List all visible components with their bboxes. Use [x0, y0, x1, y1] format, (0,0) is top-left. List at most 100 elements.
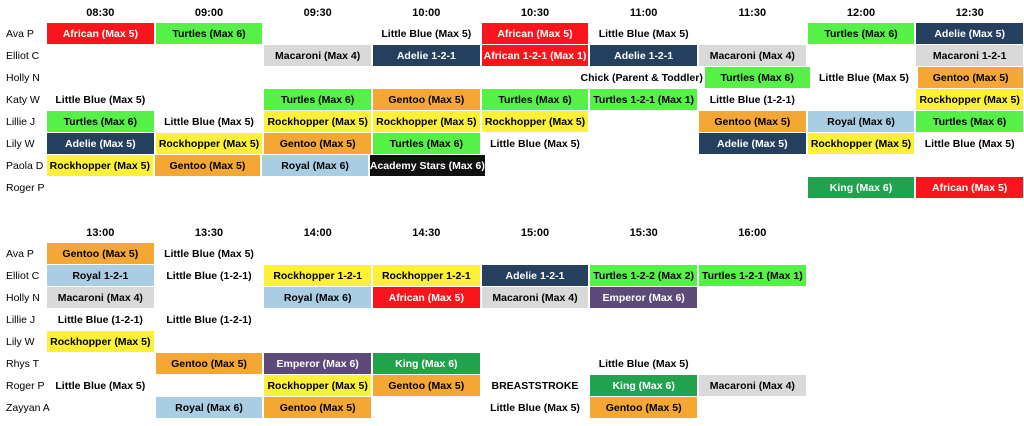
session-cell[interactable]: Royal (Max 6)	[155, 397, 263, 418]
session-cell[interactable]: Gentoo (Max 5)	[155, 353, 263, 374]
session-cell[interactable]: Rockhopper (Max 5)	[47, 331, 154, 352]
session-cell[interactable]: Royal 1-2-1	[47, 265, 154, 286]
schedule-row: Ava P Gentoo (Max 5) Little Blue (Max 5)	[0, 243, 1024, 265]
time-header-row: 08:30 09:00 09:30 10:00 10:30 11:00 11:30 12:00…	[0, 5, 1024, 21]
session-cell[interactable]: Turtles (Max 6)	[372, 133, 480, 154]
session-cell[interactable]: Turtles 1-2-2 (Max 2)	[590, 265, 697, 286]
session-cell[interactable]: Little Blue (1-2-1)	[57, 313, 143, 326]
session-cell[interactable]: Turtles (Max 6)	[264, 89, 371, 110]
session-cell[interactable]: Little Blue (Max 5)	[381, 27, 472, 40]
time-header: 11:30	[738, 7, 767, 19]
session-cell[interactable]: Turtles (Max 6)	[807, 23, 915, 44]
session-cell[interactable]: Little Blue (Max 5)	[924, 137, 1015, 150]
session-cell[interactable]: African (Max 5)	[916, 177, 1023, 198]
session-cell[interactable]: Little Blue (Max 5)	[55, 379, 146, 392]
time-header: 10:30	[520, 7, 550, 19]
session-cell[interactable]: Adelie (Max 5)	[916, 23, 1023, 44]
session-cell[interactable]: Macaroni (Max 4)	[264, 45, 371, 66]
schedule-row: Lily W Adelie (Max 5) Rockhopper (Max 5) Ge…	[0, 133, 1024, 155]
schedule-row: Zayyan A Royal (Max 6) Gentoo (Max 5) Littl…	[0, 397, 1024, 419]
session-cell[interactable]: African 1-2-1 (Max 1)	[481, 45, 589, 66]
session-cell[interactable]: Little Blue (Max 5)	[490, 137, 580, 150]
session-cell[interactable]: Gentoo (Max 5)	[918, 67, 1023, 88]
session-cell[interactable]: Adelie (Max 5)	[47, 133, 154, 154]
session-cell[interactable]: King (Max 6)	[372, 353, 480, 374]
session-cell[interactable]: Gentoo (Max 5)	[372, 375, 480, 396]
time-header: 15:00	[520, 227, 550, 239]
instructor-name: Roger P	[6, 182, 45, 194]
time-header: 09:30	[303, 7, 332, 19]
time-header-row: 13:00 13:30 14:00 14:30 15:00 15:30 16:00	[0, 225, 1024, 241]
session-cell[interactable]: Gentoo (Max 5)	[698, 111, 806, 132]
session-cell[interactable]: Little Blue (Max 5)	[819, 71, 909, 84]
session-cell[interactable]: Little Blue (Max 5)	[164, 247, 254, 260]
session-cell[interactable]: Rockhopper (Max 5)	[481, 111, 589, 132]
session-cell[interactable]: Turtles (Max 6)	[916, 111, 1023, 132]
session-cell[interactable]: Royal (Max 6)	[264, 287, 371, 308]
session-cell[interactable]: African (Max 5)	[481, 23, 589, 44]
session-cell[interactable]: Turtles (Max 6)	[704, 67, 810, 88]
session-cell[interactable]: Turtles (Max 6)	[155, 23, 263, 44]
session-cell[interactable]: Macaroni (Max 4)	[481, 287, 589, 308]
session-cell[interactable]: Adelie 1-2-1	[372, 45, 480, 66]
session-cell[interactable]: Adelie 1-2-1	[481, 265, 589, 286]
session-cell[interactable]: Little Blue (Max 5)	[55, 93, 146, 106]
schedule-row: Lillie J Turtles (Max 6) Little Blue (Max …	[0, 111, 1024, 133]
session-cell[interactable]: Rockhopper (Max 5)	[372, 111, 480, 132]
session-cell[interactable]: Turtles (Max 6)	[47, 111, 154, 132]
session-cell[interactable]: Rockhopper (Max 5)	[264, 111, 371, 132]
session-cell[interactable]: Rockhopper 1-2-1	[264, 265, 371, 286]
session-cell[interactable]: King (Max 6)	[807, 177, 915, 198]
time-header: 15:30	[629, 227, 658, 239]
session-cell[interactable]: Turtles 1-2-1 (Max 1)	[698, 265, 806, 286]
session-cell[interactable]: Gentoo (Max 5)	[590, 397, 697, 418]
session-cell[interactable]: Gentoo (Max 5)	[264, 397, 371, 418]
session-cell[interactable]: African (Max 5)	[47, 23, 154, 44]
session-cell[interactable]: Emperor (Max 6)	[590, 287, 697, 308]
session-cell[interactable]: Gentoo (Max 5)	[372, 89, 480, 110]
time-header: 08:30	[86, 7, 115, 19]
session-cell[interactable]: Academy Stars (Max 6)	[369, 155, 485, 176]
time-header: 13:30	[194, 227, 224, 239]
session-cell[interactable]: Macaroni 1-2-1	[916, 45, 1023, 66]
session-cell[interactable]: Rockhopper 1-2-1	[372, 265, 480, 286]
session-cell[interactable]: Gentoo (Max 5)	[47, 243, 154, 264]
schedule-row: Holly N Macaroni (Max 4) Royal (Max 6) Afri…	[0, 287, 1024, 309]
session-cell[interactable]: Rockhopper (Max 5)	[47, 155, 153, 176]
session-cell[interactable]: Little Blue (Max 5)	[164, 115, 254, 128]
time-header: 14:00	[303, 227, 332, 239]
session-cell[interactable]: King (Max 6)	[590, 375, 697, 396]
session-cell[interactable]: Little Blue (1-2-1)	[166, 269, 252, 282]
time-header: 11:00	[629, 7, 658, 19]
session-cell[interactable]: Little Blue (1-2-1)	[166, 313, 252, 326]
session-cell[interactable]: Little Blue (1-2-1)	[709, 93, 795, 106]
session-cell[interactable]: Turtles (Max 6)	[481, 89, 589, 110]
schedule-row: Elliot C Macaroni (Max 4) Adelie 1-2-1 Afri…	[0, 45, 1024, 67]
session-cell[interactable]: Royal (Max 6)	[262, 155, 368, 176]
instructor-name: Ava P	[6, 28, 34, 40]
session-cell[interactable]: BREASTSTROKE	[491, 379, 579, 392]
instructor-name: Holly N	[6, 292, 40, 304]
session-cell[interactable]: Macaroni (Max 4)	[47, 287, 154, 308]
session-cell[interactable]: Adelie (Max 5)	[698, 133, 806, 154]
session-cell[interactable]: Turtles 1-2-1 (Max 1)	[590, 89, 697, 110]
session-cell[interactable]: Rockhopper (Max 5)	[264, 375, 371, 396]
session-cell[interactable]: Little Blue (Max 5)	[598, 27, 689, 40]
session-cell[interactable]: Gentoo (Max 5)	[154, 155, 261, 176]
session-cell[interactable]: Rockhopper (Max 5)	[807, 133, 915, 154]
session-cell[interactable]: African (Max 5)	[372, 287, 480, 308]
session-cell[interactable]: Chick (Parent & Toddler)	[580, 71, 703, 84]
schedule-row: Lily W Rockhopper (Max 5)	[0, 331, 1024, 353]
instructor-name: Zayyan A	[6, 402, 50, 414]
session-cell[interactable]: Gentoo (Max 5)	[264, 133, 371, 154]
session-cell[interactable]: Rockhopper (Max 5)	[916, 89, 1023, 110]
session-cell[interactable]: Adelie 1-2-1	[590, 45, 697, 66]
afternoon-section: 13:00 13:30 14:00 14:30 15:00 15:30 16:00 Ava P…	[0, 225, 1024, 419]
session-cell[interactable]: Macaroni (Max 4)	[698, 375, 806, 396]
session-cell[interactable]: Little Blue (Max 5)	[490, 401, 580, 414]
session-cell[interactable]: Little Blue (Max 5)	[598, 357, 689, 370]
session-cell[interactable]: Macaroni (Max 4)	[698, 45, 806, 66]
session-cell[interactable]: Royal (Max 6)	[807, 111, 915, 132]
session-cell[interactable]: Rockhopper (Max 5)	[155, 133, 263, 154]
session-cell[interactable]: Emperor (Max 6)	[264, 353, 371, 374]
